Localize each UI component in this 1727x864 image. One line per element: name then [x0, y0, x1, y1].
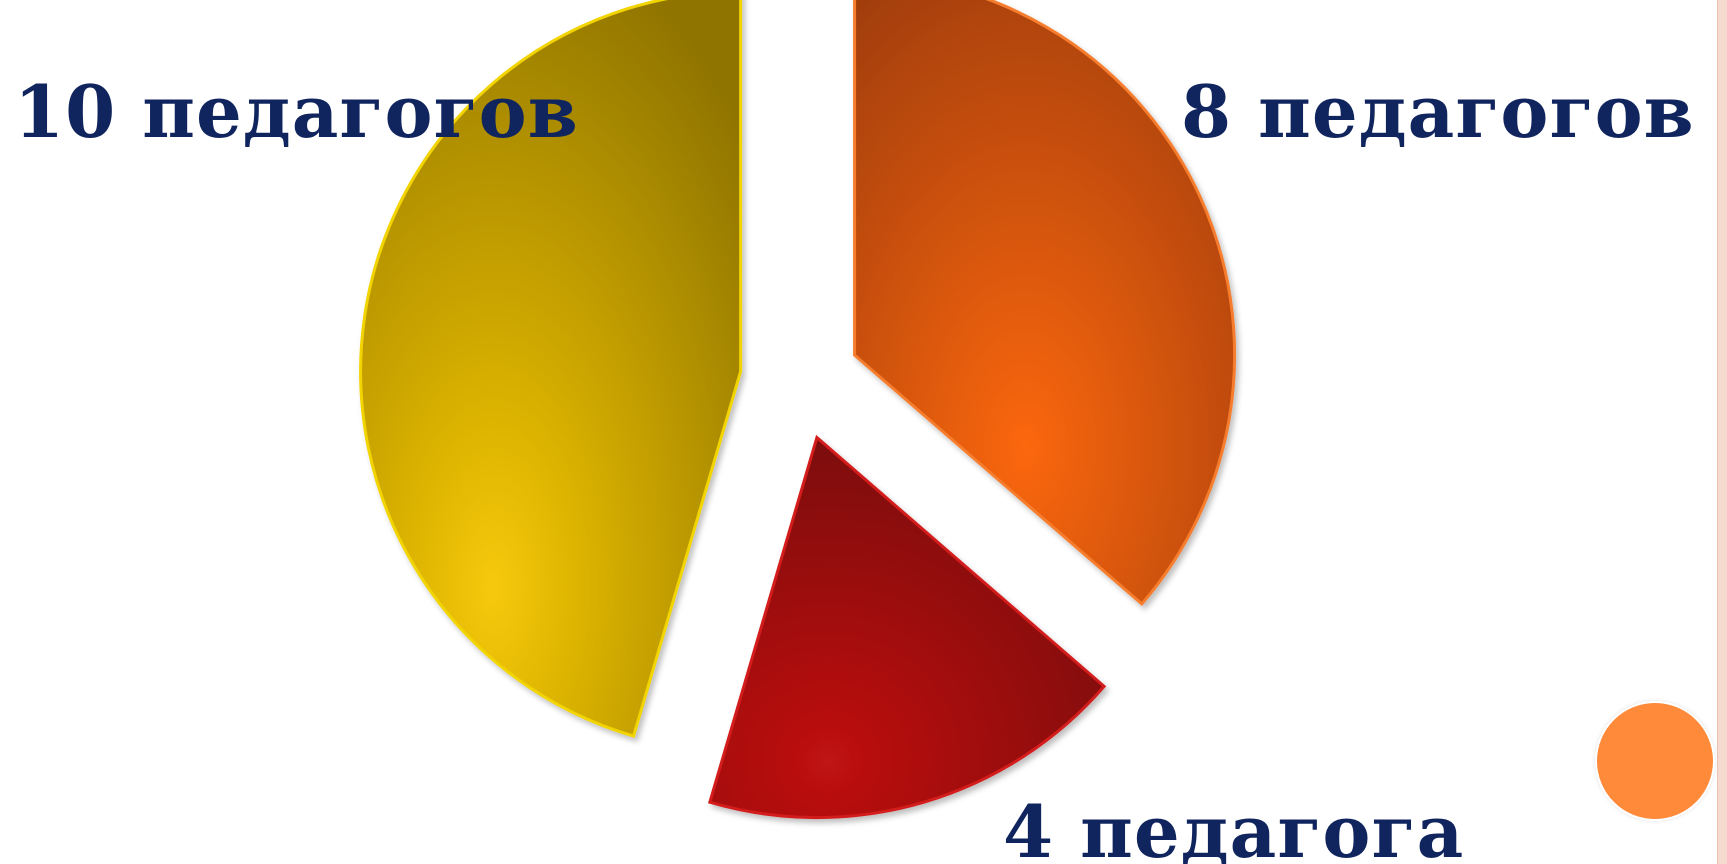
slice-4	[707, 434, 1107, 820]
slice-label-10: 10 педагогов	[14, 69, 579, 154]
slice-label-4: 4 педагога	[1003, 789, 1465, 864]
corner-dot-icon	[1597, 703, 1713, 819]
slice-label-8: 8 педагогов	[1181, 69, 1695, 154]
slice-10	[359, 0, 743, 738]
right-edge-stripe	[1717, 0, 1727, 864]
slice-8	[853, 0, 1237, 607]
